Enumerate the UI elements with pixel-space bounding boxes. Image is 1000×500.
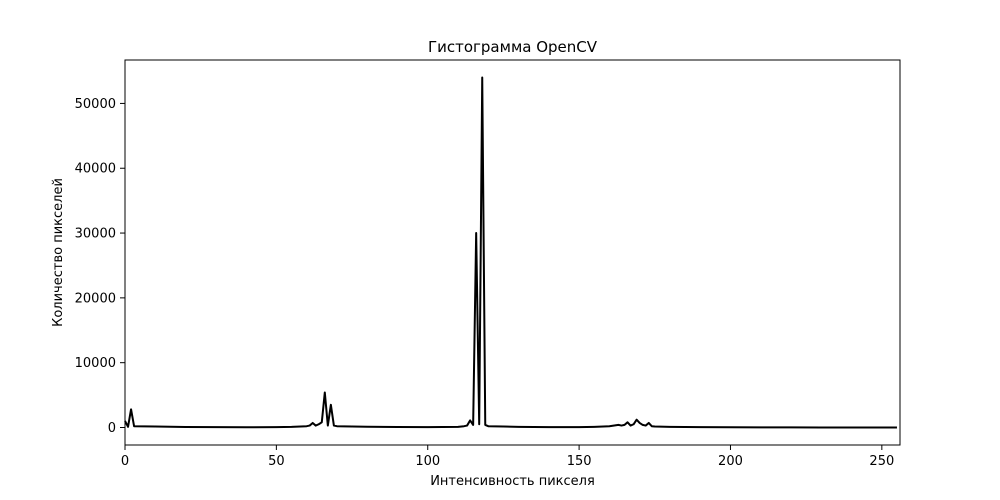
chart-title: Гистограмма OpenCV bbox=[428, 38, 598, 56]
plot-area bbox=[124, 76, 897, 429]
plot-frame bbox=[124, 59, 901, 446]
x-tick-label: 250 bbox=[869, 454, 894, 469]
x-tick-label: 200 bbox=[718, 454, 743, 469]
x-tick-label: 0 bbox=[121, 454, 129, 469]
y-tick-label: 40000 bbox=[75, 162, 116, 177]
y-tick-label: 10000 bbox=[75, 356, 116, 371]
y-tick-label: 30000 bbox=[75, 227, 116, 242]
x-tick-label: 150 bbox=[567, 454, 592, 469]
x-axis: 0 50 100 150 200 250 bbox=[121, 445, 894, 469]
x-tick-label: 50 bbox=[268, 454, 285, 469]
series-line-0 bbox=[124, 76, 897, 429]
y-axis-label: Количество пикселей bbox=[51, 178, 66, 327]
y-tick-label: 50000 bbox=[75, 97, 116, 112]
y-tick-label: 0 bbox=[108, 421, 116, 436]
x-tick-label: 100 bbox=[415, 454, 440, 469]
x-axis-label: Интенсивность пикселя bbox=[430, 474, 595, 489]
y-tick-label: 20000 bbox=[75, 291, 116, 306]
y-axis: 0 10000 20000 30000 40000 50000 bbox=[75, 97, 125, 436]
